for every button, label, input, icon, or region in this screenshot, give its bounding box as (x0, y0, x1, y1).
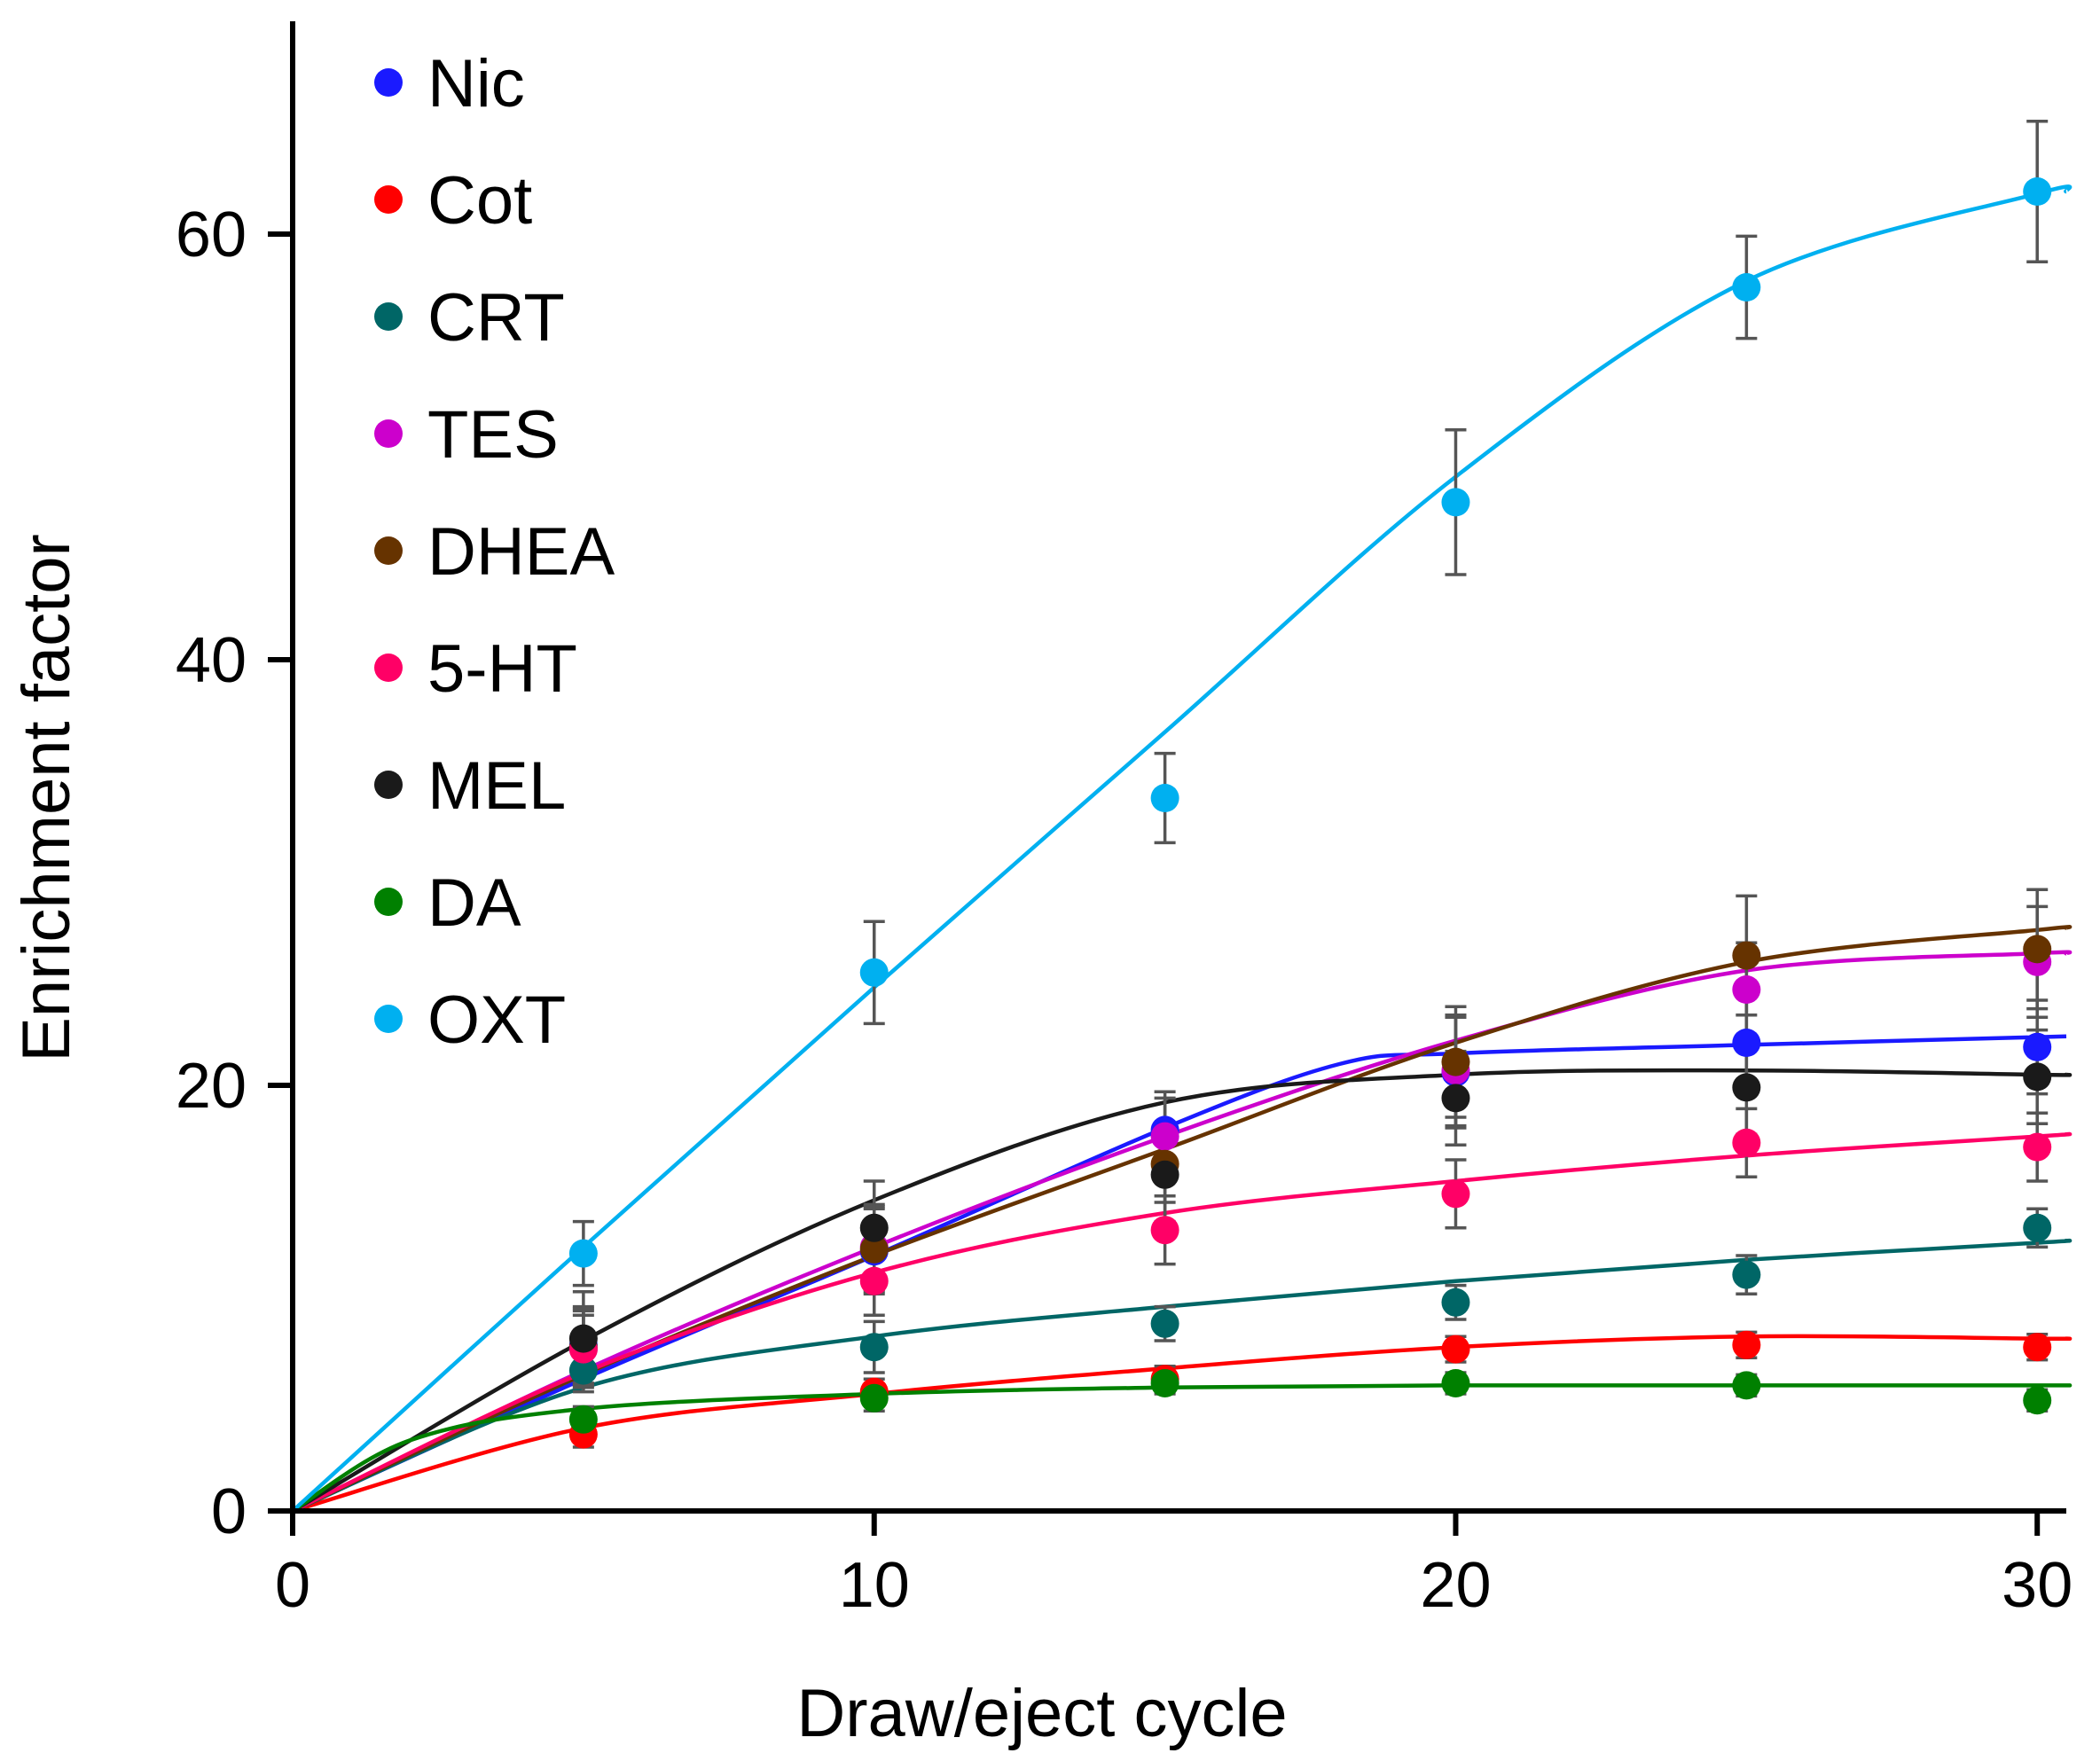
data-point-mel-30 (2023, 1062, 2052, 1092)
legend-label-dhea: DHEA (427, 514, 615, 590)
y-tick-label-40: 40 (176, 625, 247, 696)
data-point-5-ht-10 (859, 1266, 889, 1295)
data-point-da-5 (568, 1405, 598, 1434)
legend-label-oxt: OXT (427, 982, 566, 1058)
fit-curve-nic (292, 1034, 2067, 1514)
data-point-tes-25 (1732, 975, 1761, 1004)
ticks: 0 10 20 30 0 20 40 60 (176, 200, 2073, 1621)
x-tick-label-20: 20 (1420, 1550, 1491, 1621)
legend-marker-nic (374, 68, 403, 97)
data-point-da-20 (1441, 1369, 1470, 1397)
fit-curve-crt (292, 1238, 2073, 1514)
data-point-oxt-15 (1150, 784, 1179, 812)
legend-item-5-ht: 5-HT (374, 631, 577, 707)
data-point-nic-25 (1732, 1029, 1761, 1057)
data-point-da-15 (1150, 1369, 1179, 1397)
fit-curve-5-ht (292, 1131, 2073, 1514)
data-point-dhea-10 (859, 1234, 889, 1264)
legend-label-tes: TES (427, 397, 559, 473)
data-point-cot-30 (2023, 1333, 2052, 1362)
legend-marker-cot (374, 185, 403, 214)
data-points (568, 177, 2052, 1449)
legend-item-crt: CRT (374, 280, 565, 356)
data-point-da-30 (2023, 1386, 2052, 1415)
data-point-cot-25 (1732, 1330, 1761, 1359)
legend-marker-tes (374, 419, 403, 448)
data-point-dhea-20 (1441, 1047, 1470, 1076)
data-point-5-ht-25 (1732, 1128, 1761, 1157)
data-point-cot-20 (1441, 1334, 1470, 1364)
legend-label-cot: Cot (427, 163, 532, 239)
data-point-da-10 (859, 1383, 889, 1413)
data-point-5-ht-20 (1441, 1179, 1470, 1209)
legend-item-mel: MEL (374, 748, 566, 824)
y-tick-label-0: 0 (211, 1476, 247, 1547)
legend-label-5-ht: 5-HT (427, 631, 577, 707)
data-point-crt-20 (1441, 1287, 1470, 1317)
fit-curve-cot (292, 1334, 2073, 1514)
data-point-mel-5 (568, 1324, 598, 1353)
data-point-5-ht-15 (1150, 1216, 1179, 1245)
legend-item-dhea: DHEA (374, 514, 615, 590)
legend-item-da: DA (374, 865, 521, 941)
data-point-tes-15 (1150, 1122, 1179, 1151)
data-point-oxt-25 (1732, 273, 1761, 301)
fit-curve-da (291, 1382, 2073, 1513)
data-point-crt-5 (568, 1356, 598, 1385)
fit-curves (291, 184, 2073, 1514)
legend-marker-5-ht (374, 654, 403, 682)
data-point-mel-15 (1150, 1160, 1179, 1189)
legend: Nic Cot CRT TES DHEA 5-HT MEL DA OXT (374, 46, 615, 1058)
data-point-dhea-30 (2023, 935, 2052, 964)
legend-label-mel: MEL (427, 748, 566, 824)
data-point-nic-30 (2023, 1032, 2052, 1061)
data-point-crt-15 (1150, 1309, 1179, 1338)
data-point-da-25 (1732, 1371, 1761, 1400)
x-axis-title: Draw/eject cycle (796, 1676, 1287, 1751)
legend-label-nic: Nic (427, 46, 525, 121)
legend-marker-mel (374, 771, 403, 799)
data-point-crt-25 (1732, 1260, 1761, 1289)
legend-marker-oxt (374, 1005, 403, 1033)
legend-item-oxt: OXT (374, 982, 566, 1058)
legend-label-da: DA (427, 865, 521, 941)
legend-item-tes: TES (374, 397, 559, 473)
data-point-mel-20 (1441, 1084, 1470, 1113)
legend-label-crt: CRT (427, 280, 565, 356)
data-point-5-ht-30 (2023, 1132, 2052, 1162)
x-tick-label-10: 10 (839, 1550, 910, 1621)
fit-curve-mel (291, 1068, 2073, 1513)
legend-marker-crt (374, 302, 403, 331)
data-point-crt-10 (859, 1333, 889, 1362)
data-point-oxt-20 (1441, 488, 1470, 517)
x-tick-label-30: 30 (2002, 1550, 2073, 1621)
x-tick-label-0: 0 (275, 1550, 310, 1621)
data-point-oxt-5 (568, 1239, 598, 1268)
data-point-oxt-30 (2023, 177, 2052, 206)
y-tick-label-20: 20 (176, 1051, 247, 1122)
data-point-oxt-10 (859, 958, 889, 987)
y-tick-label-60: 60 (176, 200, 247, 270)
axes (290, 21, 2066, 1514)
y-axis-title: Enrichment factor (9, 534, 84, 1062)
data-point-crt-30 (2023, 1213, 2052, 1242)
legend-item-cot: Cot (374, 163, 532, 239)
error-bars (572, 120, 2049, 1449)
data-point-mel-25 (1732, 1073, 1761, 1102)
legend-item-nic: Nic (374, 46, 525, 121)
fit-curve-oxt (291, 184, 2073, 1513)
legend-marker-dhea (374, 536, 403, 565)
data-point-dhea-25 (1732, 941, 1761, 970)
data-point-mel-10 (859, 1213, 889, 1242)
legend-marker-da (374, 888, 403, 916)
